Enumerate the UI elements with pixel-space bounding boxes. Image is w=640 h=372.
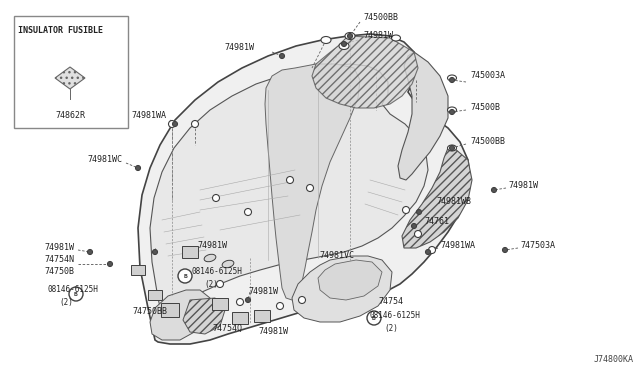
Ellipse shape bbox=[392, 35, 401, 41]
Circle shape bbox=[412, 224, 417, 228]
Text: 74981WB: 74981WB bbox=[436, 198, 471, 206]
Text: INSULATOR FUSIBLE: INSULATOR FUSIBLE bbox=[18, 26, 103, 35]
Text: 74761: 74761 bbox=[424, 218, 449, 227]
Circle shape bbox=[276, 302, 284, 310]
Text: 74862R: 74862R bbox=[55, 111, 85, 120]
Bar bbox=[232, 312, 248, 324]
Circle shape bbox=[244, 208, 252, 215]
Text: 74981WC: 74981WC bbox=[87, 155, 122, 164]
Bar bbox=[131, 265, 145, 275]
Circle shape bbox=[417, 209, 422, 215]
Polygon shape bbox=[183, 298, 225, 334]
Polygon shape bbox=[312, 36, 418, 108]
Text: (2): (2) bbox=[204, 279, 218, 289]
Text: B: B bbox=[372, 315, 376, 321]
Text: 08146-6125H: 08146-6125H bbox=[47, 285, 98, 295]
Circle shape bbox=[216, 280, 223, 288]
Text: 74750BB: 74750BB bbox=[132, 308, 167, 317]
Text: 74981VC: 74981VC bbox=[319, 251, 354, 260]
Text: (2): (2) bbox=[384, 324, 398, 333]
Text: B: B bbox=[74, 292, 78, 296]
Circle shape bbox=[69, 287, 83, 301]
Circle shape bbox=[449, 77, 454, 83]
Ellipse shape bbox=[204, 254, 216, 262]
Text: 74750B: 74750B bbox=[44, 267, 74, 276]
Circle shape bbox=[342, 42, 346, 46]
Polygon shape bbox=[138, 34, 470, 344]
Circle shape bbox=[449, 109, 454, 115]
Circle shape bbox=[108, 262, 113, 266]
Circle shape bbox=[502, 247, 508, 253]
Ellipse shape bbox=[339, 42, 349, 49]
Circle shape bbox=[287, 176, 294, 183]
Circle shape bbox=[168, 121, 175, 128]
Circle shape bbox=[348, 33, 353, 38]
Text: 74981W: 74981W bbox=[508, 182, 538, 190]
Text: 74500B: 74500B bbox=[470, 103, 500, 112]
Circle shape bbox=[426, 250, 431, 254]
Text: 74981W: 74981W bbox=[248, 288, 278, 296]
Text: 74981W: 74981W bbox=[224, 44, 254, 52]
Polygon shape bbox=[398, 52, 448, 180]
Polygon shape bbox=[402, 148, 472, 248]
Text: 74500BB: 74500BB bbox=[470, 138, 505, 147]
Circle shape bbox=[492, 187, 497, 192]
Circle shape bbox=[178, 269, 192, 283]
Text: 08146-6125H: 08146-6125H bbox=[370, 311, 421, 321]
Circle shape bbox=[237, 298, 243, 305]
Text: 747503A: 747503A bbox=[520, 241, 555, 250]
Circle shape bbox=[212, 195, 220, 202]
Bar bbox=[161, 303, 179, 317]
Circle shape bbox=[257, 312, 264, 320]
Circle shape bbox=[246, 298, 250, 302]
Text: B: B bbox=[183, 273, 187, 279]
Polygon shape bbox=[150, 290, 210, 340]
Circle shape bbox=[280, 54, 285, 58]
Ellipse shape bbox=[447, 107, 456, 113]
Bar bbox=[182, 246, 198, 258]
Polygon shape bbox=[55, 67, 85, 89]
Circle shape bbox=[415, 231, 422, 237]
Circle shape bbox=[367, 311, 381, 325]
Text: 74754Q: 74754Q bbox=[212, 324, 242, 333]
Bar bbox=[148, 290, 162, 300]
Circle shape bbox=[298, 296, 305, 304]
Circle shape bbox=[403, 206, 410, 214]
Text: 74981W: 74981W bbox=[258, 327, 288, 337]
Polygon shape bbox=[265, 64, 360, 300]
Circle shape bbox=[429, 247, 435, 253]
Text: 74981WA: 74981WA bbox=[440, 241, 475, 250]
Text: 74981WA: 74981WA bbox=[131, 112, 166, 121]
Ellipse shape bbox=[345, 32, 355, 39]
Text: 74500BB: 74500BB bbox=[363, 13, 398, 22]
Ellipse shape bbox=[222, 260, 234, 268]
Circle shape bbox=[88, 250, 93, 254]
Bar bbox=[212, 298, 228, 310]
Ellipse shape bbox=[321, 36, 331, 44]
Ellipse shape bbox=[447, 75, 456, 81]
Ellipse shape bbox=[184, 248, 196, 256]
Text: 74981W: 74981W bbox=[197, 241, 227, 250]
Circle shape bbox=[136, 166, 141, 170]
Circle shape bbox=[152, 250, 157, 254]
Polygon shape bbox=[318, 260, 382, 300]
Text: 74981W: 74981W bbox=[363, 32, 393, 41]
Text: 74754: 74754 bbox=[378, 298, 403, 307]
Bar bbox=[254, 310, 270, 322]
Bar bbox=[14, 16, 128, 128]
Circle shape bbox=[449, 145, 454, 151]
Text: 74981W: 74981W bbox=[44, 244, 74, 253]
Polygon shape bbox=[150, 64, 428, 330]
Circle shape bbox=[307, 185, 314, 192]
Circle shape bbox=[191, 121, 198, 128]
Text: (2): (2) bbox=[59, 298, 73, 307]
Text: 745003A: 745003A bbox=[470, 71, 505, 80]
Text: J74800KA: J74800KA bbox=[594, 355, 634, 364]
Ellipse shape bbox=[447, 145, 456, 151]
Polygon shape bbox=[292, 256, 392, 322]
Circle shape bbox=[173, 122, 177, 126]
Text: 08146-6125H: 08146-6125H bbox=[191, 267, 242, 276]
Text: 74754N: 74754N bbox=[44, 256, 74, 264]
